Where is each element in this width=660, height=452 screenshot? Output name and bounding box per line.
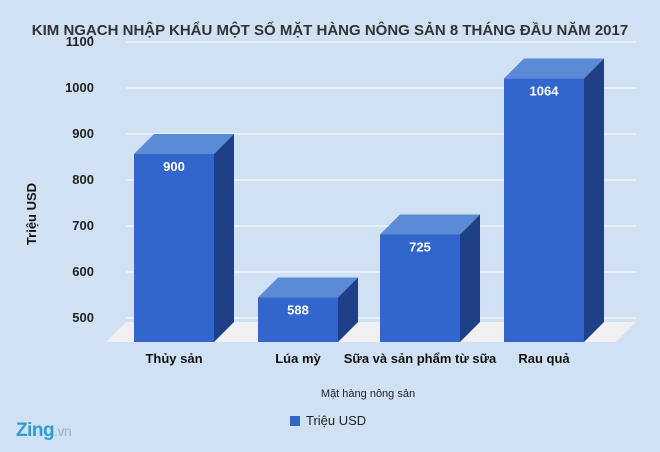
bar-front [380, 234, 460, 342]
y-axis-ticks: 500 600 700 800 900 1000 1100 [65, 34, 94, 325]
bar: 1064 [504, 58, 604, 343]
bar-side [338, 277, 358, 342]
x-axis-categories: Thủy sản Lúa mỳ Sữa và sản phẩm từ sữa Rau … [145, 351, 570, 366]
bar-top [504, 58, 604, 79]
bar-side [214, 134, 234, 342]
y-tick-label: 800 [72, 172, 94, 187]
bar-side [460, 214, 480, 342]
y-tick-label: 1100 [66, 34, 94, 49]
logo-suffix: .vn [54, 423, 72, 439]
x-tick-label: Sữa và sản phẩm từ sữa [344, 351, 497, 366]
zing-logo: Zing.vn [16, 420, 72, 442]
chart-floor [106, 322, 636, 342]
floor-plane [106, 322, 636, 342]
bar: 900 [134, 134, 234, 342]
x-tick-label: Thủy sản [145, 351, 202, 366]
bars: 900 588 725 1064 [134, 58, 604, 343]
x-tick-label: Lúa mỳ [275, 351, 321, 366]
bar-front [504, 78, 584, 342]
bar: 725 [380, 214, 480, 342]
y-tick-label: 900 [72, 126, 94, 141]
data-label: 588 [287, 303, 309, 318]
y-tick-label: 500 [72, 310, 94, 325]
bar-front [134, 154, 214, 342]
y-tick-label: 600 [72, 264, 94, 279]
data-label: 900 [163, 159, 185, 174]
x-tick-label: Rau quả [518, 351, 570, 366]
bar-side [584, 58, 604, 343]
bar-top [134, 134, 234, 154]
data-label: 1064 [530, 84, 560, 99]
y-tick-label: 1000 [65, 80, 94, 95]
legend-label: Triệu USD [306, 413, 367, 428]
legend-swatch [290, 415, 300, 426]
bar-front [258, 297, 338, 342]
bar-top [258, 277, 358, 298]
chart-title: KIM NGẠCH NHẬP KHẨU MỘT SỐ MẶT HÀNG NÔNG… [31, 22, 629, 39]
y-axis-title: Triệu USD [24, 183, 39, 245]
data-label: 725 [409, 240, 431, 255]
bar-top [380, 214, 480, 235]
x-axis-title: Mặt hàng nông sản [321, 388, 415, 400]
legend: Triệu USD [290, 413, 366, 428]
bar: 588 [258, 277, 358, 342]
logo-text: Zing [16, 420, 55, 441]
y-tick-label: 700 [72, 218, 94, 233]
